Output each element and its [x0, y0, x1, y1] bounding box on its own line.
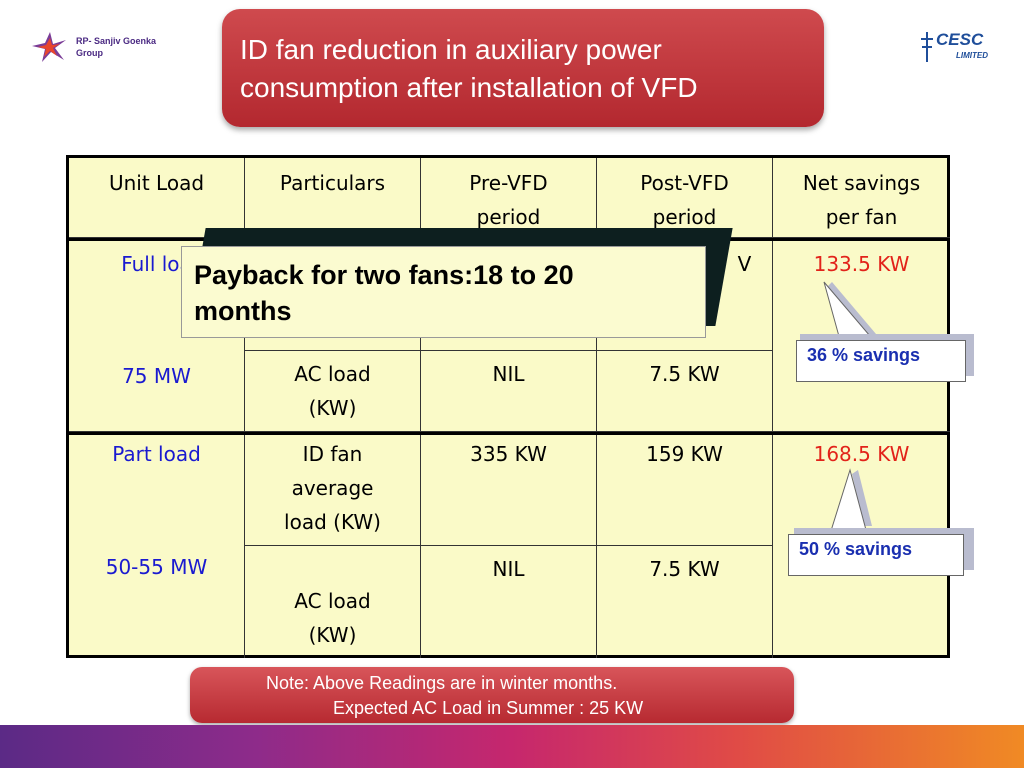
rp-sanjiv-goenka-logo: RP- Sanjiv Goenka Group: [30, 30, 180, 64]
bottom-gradient-bar: [0, 725, 1024, 768]
logo-text-line2: Group: [76, 48, 103, 58]
part-load-idfan-post: 159 KW: [597, 435, 773, 546]
savings-full-text: 36 % savings: [807, 345, 921, 365]
cesc-brand-text: CESC: [936, 30, 984, 49]
header-net-savings-line2: per fan: [825, 205, 898, 229]
part-load-ac-post-value: 7.5 KW: [649, 557, 720, 581]
part-load-ac-pre: NIL: [421, 546, 597, 658]
header-post-vfd-line2: period: [652, 205, 717, 229]
slide-title-box: ID fan reduction in auxiliary power cons…: [222, 9, 824, 127]
starburst-logo-icon: [32, 32, 66, 62]
full-load-ac-pre: NIL: [421, 351, 597, 432]
cesc-sub-text: LIMITED: [956, 51, 988, 60]
part-load-idfan-line2: average: [291, 476, 374, 500]
note-line1: Note: Above Readings are in winter month…: [266, 673, 618, 693]
part-load-idfan-pre: 335 KW: [421, 435, 597, 546]
header-cell-particulars: Particulars: [245, 158, 421, 238]
full-load-ac-pre-value: NIL: [492, 362, 525, 386]
slide-title-line2: consumption after installation of VFD: [240, 72, 698, 103]
header-pre-vfd-line1: Pre-VFD: [469, 171, 548, 195]
part-load-idfan-line1: ID fan: [302, 442, 363, 466]
part-load-mw: 50-55 MW: [105, 555, 208, 579]
part-load-unit-cell: Part load 50-55 MW: [69, 435, 245, 658]
slide-title-line1: ID fan reduction in auxiliary power: [240, 34, 662, 65]
cesc-logo: CESC LIMITED: [918, 30, 998, 64]
part-load-idfan-post-value: 159 KW: [646, 442, 723, 466]
savings-part-text: 50 % savings: [799, 539, 913, 559]
payback-callout: Payback for two fans:18 to 20 months: [181, 246, 706, 338]
part-load-net-savings-cell: 168.5 KW: [773, 435, 950, 658]
full-load-ac-post-value: 7.5 KW: [649, 362, 720, 386]
full-load-ac-label-line2: (KW): [308, 396, 357, 420]
full-load-net-savings: 133.5 KW: [813, 252, 910, 276]
part-load-net-savings: 168.5 KW: [813, 442, 910, 466]
header-cell-unit-load: Unit Load: [69, 158, 245, 238]
part-load-idfan-pre-value: 335 KW: [470, 442, 547, 466]
header-pre-vfd-line2: period: [476, 205, 541, 229]
header-particulars: Particulars: [279, 171, 386, 195]
full-load-ac-label-line1: AC load: [294, 362, 371, 386]
part-load-ac-label-line2: (KW): [308, 623, 357, 647]
part-load-ac-label-line1: AC load: [294, 589, 371, 613]
full-load-label: Full loa: [121, 252, 192, 276]
section-divider: [69, 432, 947, 435]
header-post-vfd-line1: Post-VFD: [640, 171, 729, 195]
header-cell-post-vfd: Post-VFD period: [597, 158, 773, 238]
header-unit-load: Unit Load: [108, 171, 205, 195]
full-load-ac-post: 7.5 KW: [597, 351, 773, 432]
savings-part-callout: 50 % savings: [788, 534, 964, 576]
header-net-savings-line1: Net savings: [802, 171, 921, 195]
full-load-idfan-post: V: [597, 241, 773, 351]
cesc-tower-icon: [921, 32, 933, 62]
payback-text-line2: months: [194, 296, 292, 326]
note-line2: Expected AC Load in Summer : 25 KW: [333, 698, 644, 718]
part-load-ac-particulars: AC load (KW): [245, 546, 421, 658]
full-load-mw: 75 MW: [122, 364, 191, 388]
part-load-ac-pre-value: NIL: [492, 557, 525, 581]
header-cell-net-savings: Net savings per fan: [773, 158, 950, 238]
payback-text-line1: Payback for two fans:18 to 20: [194, 260, 574, 290]
full-load-ac-particulars: AC load (KW): [245, 351, 421, 432]
full-load-net-savings-cell: 133.5 KW: [773, 241, 950, 432]
savings-full-callout: 36 % savings: [796, 340, 966, 382]
part-load-label: Part load: [112, 442, 201, 466]
part-load-idfan-line3: load (KW): [284, 510, 381, 534]
note-box: Note: Above Readings are in winter month…: [190, 667, 794, 723]
part-load-idfan-particulars: ID fan average load (KW): [245, 435, 421, 546]
full-load-idfan-post-tail: V: [737, 252, 752, 276]
logo-text-line1: RP- Sanjiv Goenka: [76, 36, 157, 46]
part-load-ac-post: 7.5 KW: [597, 546, 773, 658]
